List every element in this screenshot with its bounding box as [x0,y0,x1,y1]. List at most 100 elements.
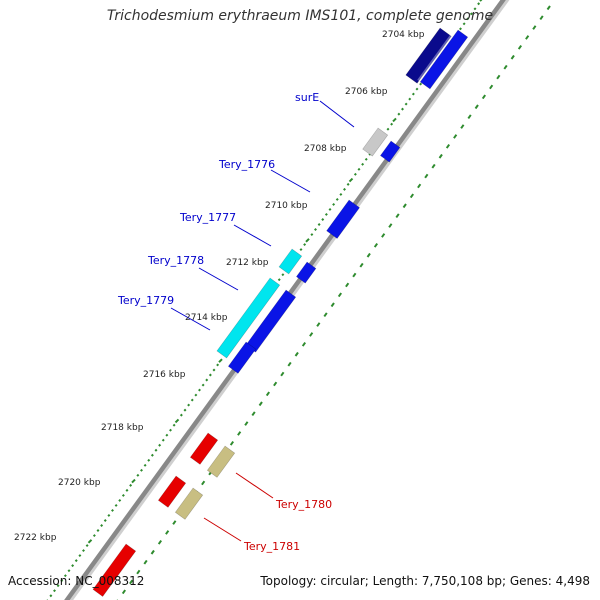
inner-tick [388,223,393,228]
scale-tick [78,554,82,558]
gene-blue-small-3 [225,340,257,374]
inner-tick [417,183,422,189]
gene-surE [359,126,389,157]
scale-label: 2720 kbp [58,478,101,488]
scale-tick [187,403,191,407]
scale-label: 2708 kbp [304,144,347,154]
inner-tick [510,54,515,60]
gene-features [89,26,469,597]
scale-tick [92,534,96,537]
gene-label: Tery_1777 [179,211,236,224]
scale-tick [419,82,423,86]
gene-tery-1780 [204,444,236,478]
gene-tery-1778-highlight [213,276,270,351]
inner-tick [445,144,451,149]
gene-labels: surE Tery_1776 Tery_1777 Tery_1778 Tery_1779… [117,91,332,553]
scale-tick [305,238,310,243]
scale-tick [357,167,361,171]
scale-tick [397,112,401,116]
inner-tick [273,381,278,387]
gene-tery-1780-highlight [204,444,225,471]
gene-tery-1781-body [174,487,204,520]
scale-label: 2714 kbp [185,313,228,323]
inner-tick [467,114,472,119]
inner-tick [496,74,501,80]
inner-tick [431,163,436,169]
scale-tick [172,423,176,427]
inner-tick [402,203,407,209]
scale-tick [63,574,67,578]
inner-tick [474,104,479,110]
inner-tick [244,421,249,426]
gene-red-1-body [189,432,219,465]
gene-blue-top-highlight [417,28,458,82]
gene-tery-1776-body [326,199,360,239]
inner-tick [373,243,379,248]
inner-tick [395,213,400,218]
gene-tery-1776-highlight [323,198,349,231]
gene-label: Tery_1779 [117,294,174,307]
gene-blue-long-highlight [242,288,286,346]
inner-tick-ring [116,5,551,600]
gene-blue-small-1 [377,139,401,163]
scale-tick [118,498,122,502]
leader-line [198,267,239,291]
scale-tick [136,473,140,477]
gene-tery-1777-highlight [276,247,292,267]
scale-tick [179,413,183,417]
gene-blue-small-2-body [295,261,317,284]
scale-tick [477,2,481,6]
scale-tick [299,248,303,252]
scale-tick [87,539,93,544]
inner-tick [229,441,235,446]
scale-tick [208,373,212,377]
gene-tery-1776 [323,198,360,239]
gene-blue-small-3-highlight [225,340,246,367]
accession-label: Accession: NC_008312 [8,574,145,588]
scale-tick [462,22,466,26]
gene-tery-1781-highlight [172,486,193,513]
inner-tick [481,94,487,100]
gene-red-1 [187,431,219,465]
scale-tick [60,579,64,583]
scale-tick [335,197,339,201]
inner-tick [316,322,321,327]
scale-tick [71,564,75,568]
gene-tery-1778 [213,276,281,359]
scale-tick [390,122,394,126]
inner-tick [280,371,285,377]
inner-tick [525,35,530,40]
gene-blue-small-2-highlight [293,260,307,277]
gene-navy-top [402,26,452,84]
inner-tick [345,282,350,288]
scale-tick [346,182,350,186]
gene-tery-1781 [172,486,204,520]
scale-tick [198,388,201,392]
leader-line [319,100,355,128]
inner-tick [366,252,371,258]
scale-tick [56,584,60,588]
gene-red-3 [89,542,137,597]
gene-red-3-highlight [89,542,126,590]
inner-tick [546,5,551,11]
scale-tick [143,463,147,467]
scale-label: 2718 kbp [101,423,144,433]
gene-tery-1778-body [216,277,281,359]
scale-tick [174,418,180,424]
scale-tick [310,233,314,236]
inner-tick [201,480,206,486]
gene-label: surE [295,91,319,104]
inner-tick [517,45,523,50]
scale-tick [111,508,114,512]
inner-tick [532,25,537,30]
gene-blue-long [242,288,297,353]
scale-tick [469,12,473,16]
scale-tick [401,107,404,111]
scale-tick [125,488,129,492]
gene-tery-1777-body [278,248,303,275]
scale-tick [150,453,154,457]
scale-tick [169,428,172,432]
inner-tick [409,193,415,199]
